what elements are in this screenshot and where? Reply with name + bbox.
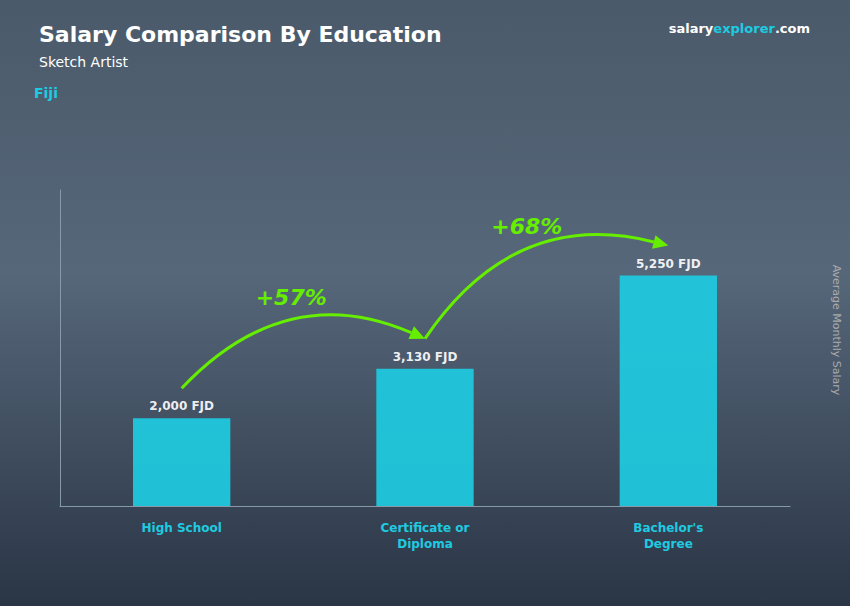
svg-text:High School: High School (141, 521, 221, 535)
svg-text:5,250 FJD: 5,250 FJD (636, 257, 701, 271)
svg-text:Bachelor's: Bachelor's (633, 521, 703, 535)
svg-text:Degree: Degree (644, 537, 693, 551)
svg-text:+68%: +68% (491, 214, 562, 239)
svg-text:explorer: explorer (713, 21, 775, 36)
svg-text:salary: salary (669, 21, 714, 36)
svg-text:2,000 FJD: 2,000 FJD (149, 399, 214, 413)
svg-text:3,130 FJD: 3,130 FJD (393, 350, 458, 364)
svg-text:Sketch Artist: Sketch Artist (39, 54, 129, 70)
svg-text:+57%: +57% (256, 285, 327, 310)
svg-text:Salary Comparison By Education: Salary Comparison By Education (39, 22, 442, 47)
svg-text:Certificate or: Certificate or (380, 521, 469, 535)
svg-text:Diploma: Diploma (397, 537, 453, 551)
svg-text:Fiji: Fiji (34, 85, 58, 101)
svg-text:Average Monthly Salary: Average Monthly Salary (830, 265, 843, 396)
svg-text:.com: .com (775, 21, 810, 36)
